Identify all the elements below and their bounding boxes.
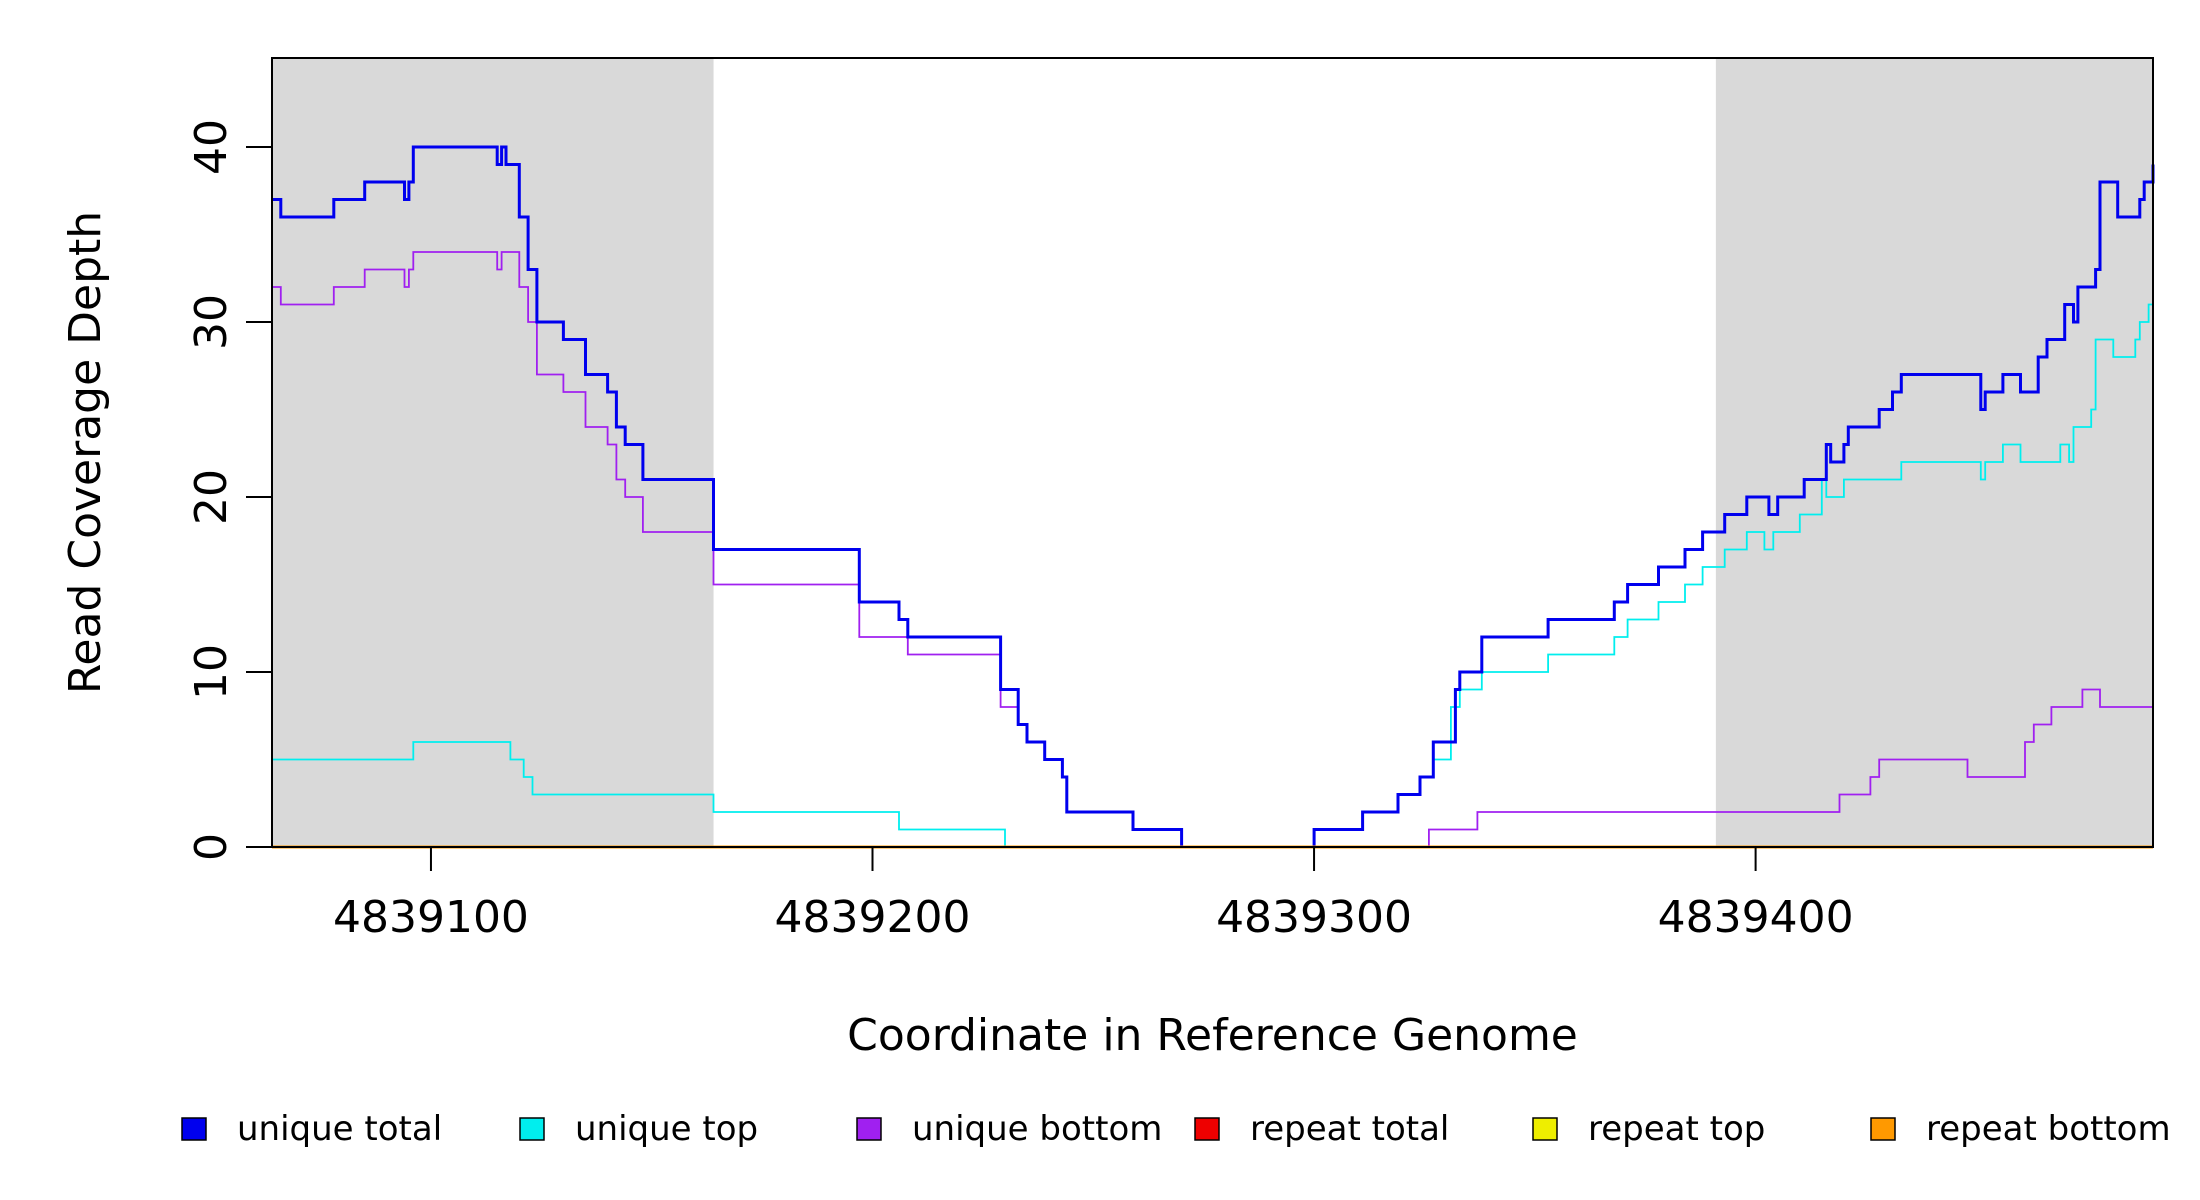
x-tick-label: 4839400 <box>1658 892 1854 943</box>
legend-label: repeat total <box>1250 1109 1449 1149</box>
legend-item-unique-bottom: unique bottom <box>856 1109 1162 1149</box>
legend-item-repeat-total: repeat total <box>1194 1109 1449 1149</box>
x-axis: 4839100 4839200 4839300 4839400 <box>333 847 1854 943</box>
y-tick-label: 0 <box>186 833 237 861</box>
legend-item-unique-total: unique total <box>181 1109 442 1149</box>
x-tick-label: 4839100 <box>333 892 529 943</box>
legend-swatch <box>1194 1117 1220 1141</box>
legend-swatch <box>1532 1117 1558 1141</box>
shaded-regions <box>272 58 2153 847</box>
legend-label: unique top <box>575 1109 758 1149</box>
legend-swatch <box>1870 1117 1896 1141</box>
legend-swatch <box>181 1117 207 1141</box>
x-tick-label: 4839200 <box>775 892 971 943</box>
y-axis: 0 10 20 30 40 <box>186 119 272 861</box>
legend: unique total unique top unique bottom repea… <box>181 1109 2171 1149</box>
legend-label: repeat bottom <box>1926 1109 2171 1149</box>
y-tick-label: 30 <box>186 294 237 350</box>
x-tick-label: 4839300 <box>1216 892 1412 943</box>
legend-swatch <box>856 1117 882 1141</box>
y-tick-label: 10 <box>186 644 237 700</box>
shaded-region-0 <box>272 58 714 847</box>
y-tick-label: 20 <box>186 469 237 525</box>
legend-item-repeat-top: repeat top <box>1532 1109 1765 1149</box>
legend-item-repeat-bottom: repeat bottom <box>1870 1109 2171 1149</box>
y-tick-label: 40 <box>186 119 237 175</box>
shaded-region-1 <box>1715 58 2153 847</box>
series-line-unique-total <box>272 145 2155 849</box>
legend-label: unique bottom <box>912 1109 1162 1149</box>
series-line-unique-bottom <box>272 251 2153 848</box>
legend-swatch <box>519 1117 545 1141</box>
legend-label: unique total <box>237 1109 442 1149</box>
plot-frame <box>271 57 2154 848</box>
x-axis-label: Coordinate in Reference Genome <box>847 1010 1578 1061</box>
legend-item-unique-top: unique top <box>519 1109 758 1149</box>
legend-label: repeat top <box>1588 1109 1765 1149</box>
y-axis-label: Read Coverage Depth <box>60 211 111 694</box>
